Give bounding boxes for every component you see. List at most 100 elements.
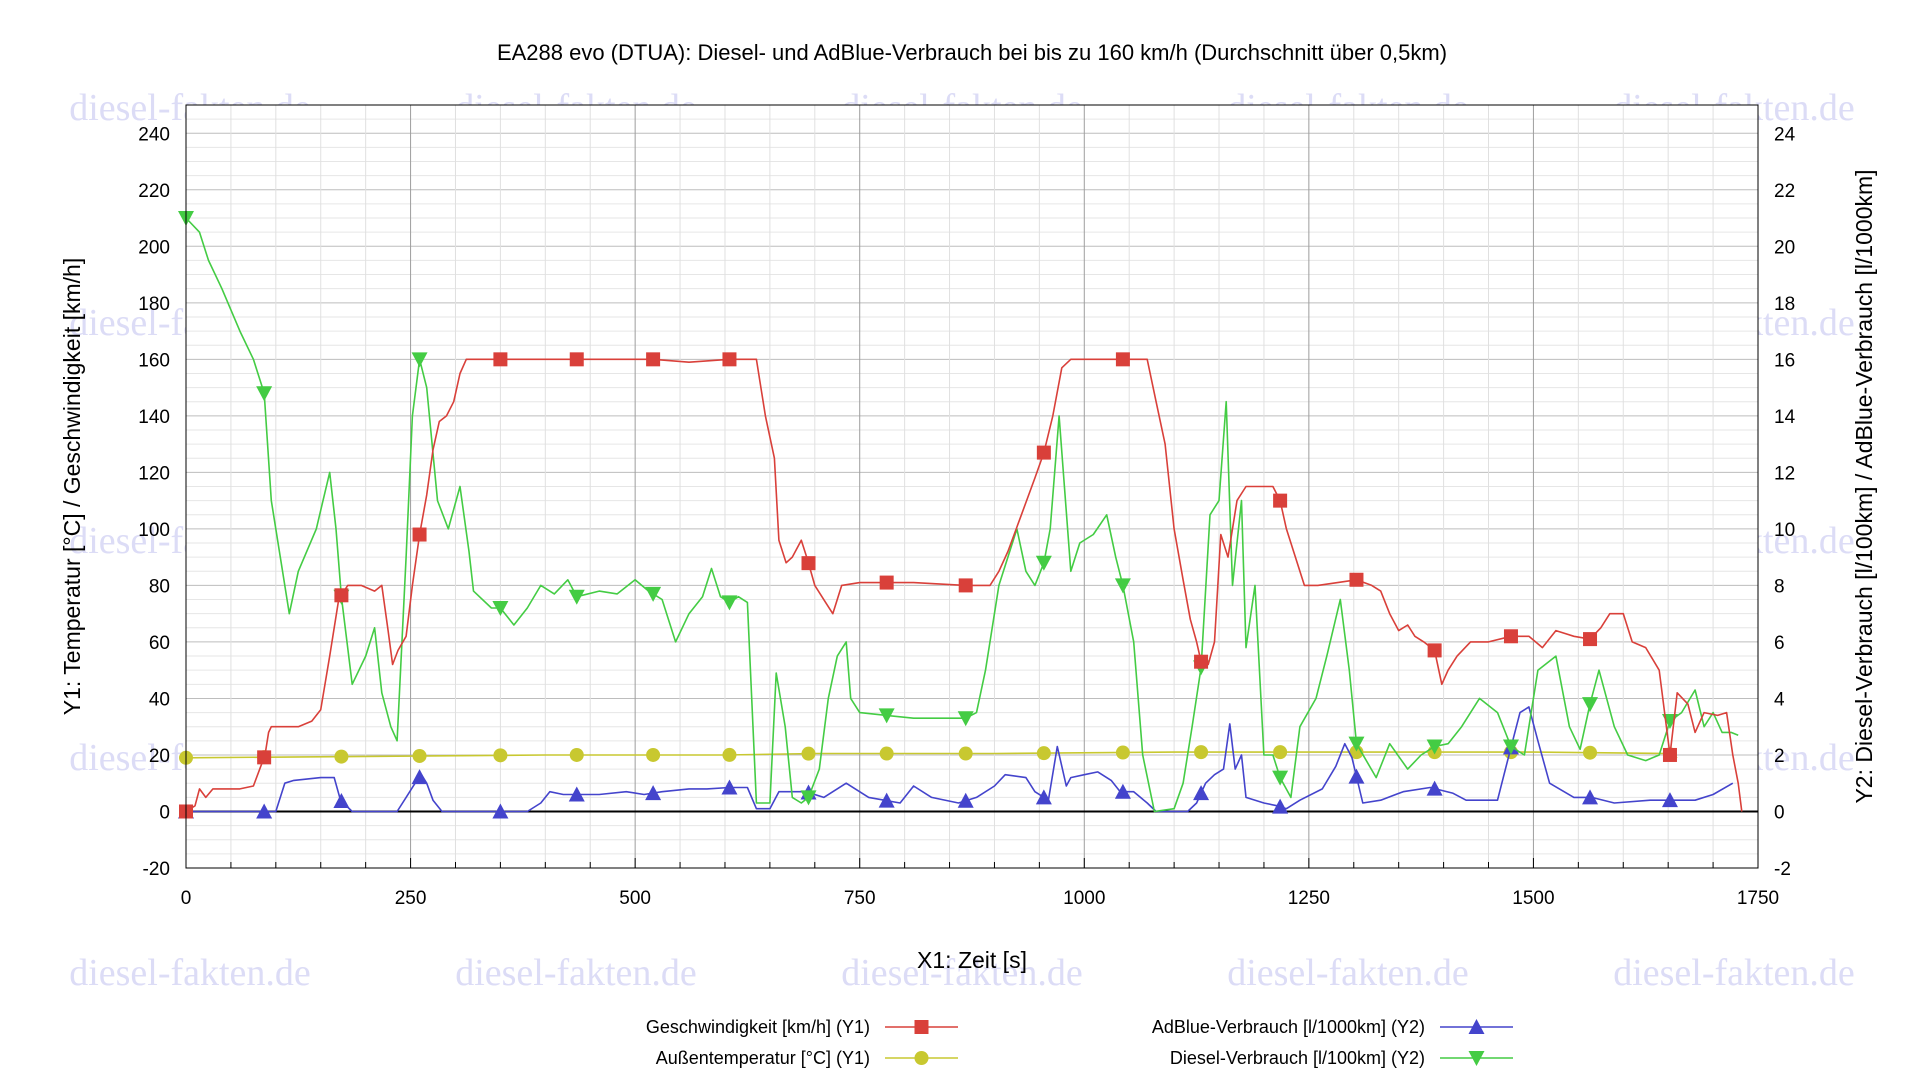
series-marker [1036,445,1051,460]
x-tick-label: 250 [395,888,427,909]
series-marker [1582,789,1599,805]
series-marker [1349,572,1364,587]
series-marker [1426,780,1443,796]
y-left-tick-label: 180 [138,294,170,315]
x-tick-label: 0 [181,888,192,909]
watermark-text: diesel-fakten.de [1227,952,1469,994]
series-marker [646,352,661,367]
series-marker [1272,770,1289,786]
y-right-tick-label: 22 [1774,181,1795,202]
y-right-tick-label: 2 [1774,746,1785,767]
series-marker [878,792,895,808]
series-marker [412,748,427,763]
legend-label: Außentemperatur [°C] (Y1) [656,1048,870,1068]
legend-label: Diesel-Verbrauch [l/100km] (Y2) [1170,1048,1425,1068]
series-marker [1115,745,1130,760]
y-right-axis-label: Y2: Diesel-Verbrauch [l/100km] / AdBlue-… [1851,169,1877,803]
series-marker [721,595,738,611]
series-marker [1503,629,1518,644]
legend-label: AdBlue-Verbrauch [l/1000km] (Y2) [1152,1017,1425,1037]
series-marker [568,589,585,605]
series-marker [412,527,427,542]
legend-item: AdBlue-Verbrauch [l/1000km] (Y2) [1152,1017,1513,1037]
series-marker [646,747,661,762]
x-tick-label: 1750 [1737,888,1779,909]
series-marker [411,352,428,368]
series-3 [178,211,1739,813]
series-marker [411,769,428,785]
watermark-text: diesel-fakten.de [1613,952,1855,994]
series-marker [1035,789,1052,805]
series-marker [1194,745,1209,760]
x-tick-label: 500 [619,888,651,909]
series-marker [1272,798,1289,814]
series-marker [878,708,895,724]
series-marker [722,747,737,762]
series-marker [958,746,973,761]
watermark-text: diesel-fakten.de [841,952,1083,994]
legend: Geschwindigkeit [km/h] (Y1) Außentemperat… [646,1017,1513,1068]
tick-labels: 0 250 500 750 1000 1250 1500 1750-2002040608010… [138,124,1795,909]
series-marker [492,803,509,819]
y-right-tick-label: 18 [1774,294,1795,315]
series-marker [879,746,894,761]
legend-item: Diesel-Verbrauch [l/100km] (Y2) [1170,1048,1513,1068]
y-right-tick-label: -2 [1774,859,1791,880]
y-left-tick-label: 240 [138,124,170,145]
series-marker [1348,768,1365,784]
series-layer [178,211,1743,819]
y-left-axis-label: Y1: Temperatur [°C] / Geschwindigkeit [k… [59,258,85,715]
y-left-tick-label: 120 [138,463,170,484]
series-marker [801,746,816,761]
series-marker [1194,654,1209,669]
plot-frame [185,104,1759,869]
series-marker [569,747,584,762]
series-marker [721,779,738,795]
legend-marker [914,1020,929,1034]
series-marker [492,601,509,617]
series-marker [957,792,974,808]
series-marker [645,586,662,602]
series-marker [1661,792,1678,808]
y-left-tick-label: -20 [143,859,170,880]
x-tick-label: 750 [844,888,876,909]
series-marker [493,352,508,367]
series-marker [256,803,273,819]
series-marker [801,556,816,571]
series-1 [179,745,1678,765]
series-marker [958,578,973,593]
y-left-tick-label: 140 [138,407,170,428]
series-line [186,706,1734,813]
y-right-tick-label: 24 [1774,124,1796,145]
series-marker [800,790,817,806]
series-marker [1036,746,1051,761]
x-tick-label: 1000 [1063,888,1105,909]
series-marker [569,352,584,367]
watermark-text: diesel-fakten.de [455,952,697,994]
series-marker [1427,643,1442,658]
series-marker [1348,736,1365,752]
x-tick-label: 1500 [1512,888,1554,909]
series-0 [179,352,1743,819]
series-marker [1115,352,1130,367]
y-right-tick-label: 12 [1774,463,1795,484]
y-left-tick-label: 40 [149,689,170,710]
series-marker [1114,578,1131,594]
series-marker [1114,783,1131,799]
y-left-tick-label: 0 [159,802,170,823]
series-marker [256,386,273,402]
y-right-tick-label: 20 [1774,237,1795,258]
y-left-tick-label: 200 [138,237,170,258]
series-marker [334,588,349,603]
y-right-tick-label: 6 [1774,633,1785,654]
series-line [185,751,1678,759]
series-marker [1662,747,1677,762]
y-left-tick-label: 100 [138,520,170,541]
series-marker [645,785,662,801]
chart-title: EA288 evo (DTUA): Diesel- und AdBlue-Ver… [497,40,1447,65]
series-marker [1273,745,1288,760]
series-marker [334,749,349,764]
series-marker [1582,697,1599,713]
